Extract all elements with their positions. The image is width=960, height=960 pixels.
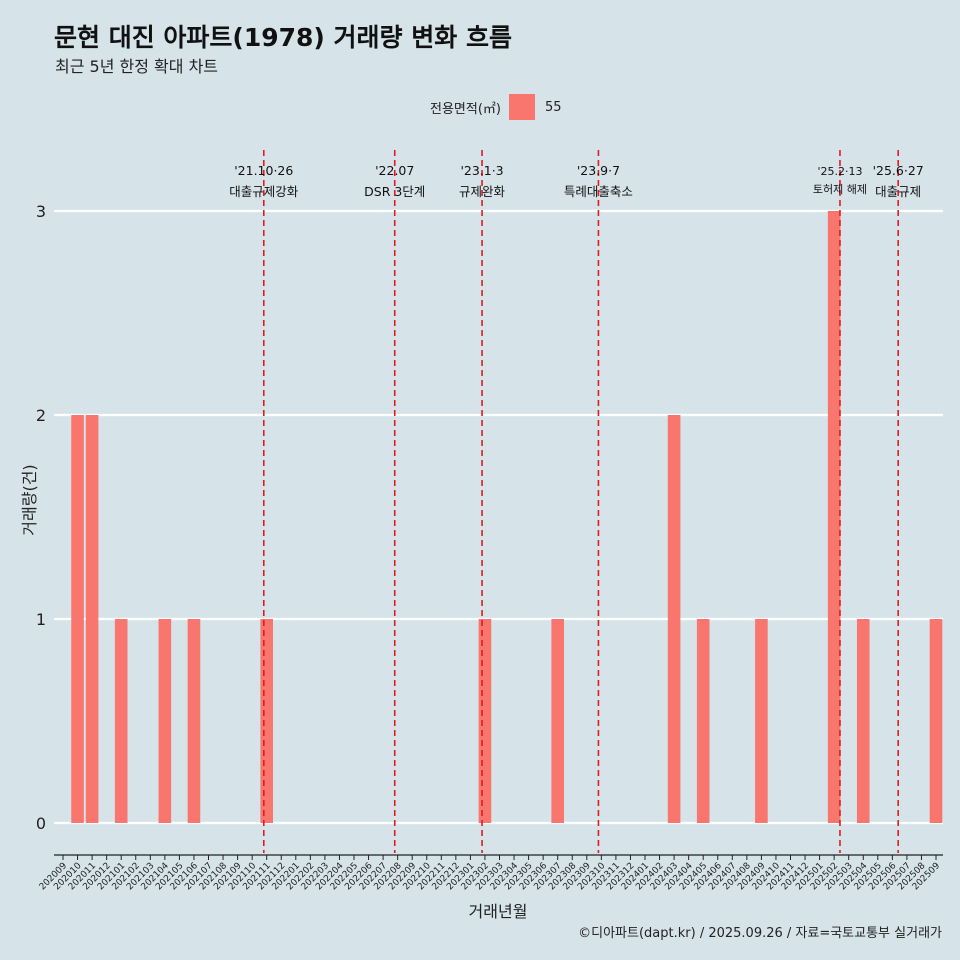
bar [755,619,768,823]
bar [187,619,201,823]
bar [667,415,681,823]
event-name-label: 대출규제 [875,184,921,199]
event-date-label: '22.07 [375,163,414,178]
bar [71,415,84,823]
event-date-label: '25.2·13 [817,165,862,178]
bar [85,415,99,823]
bar [827,211,841,823]
bar [114,619,128,823]
legend: 전용면적(㎡) 55 [430,94,562,120]
bar [260,619,273,823]
event-date-label: '25.6·27 [873,163,924,178]
bar [551,619,564,823]
bar [478,619,492,823]
event-date-label: '23.1·3 [460,163,503,178]
legend-swatch [508,94,535,120]
y-tick-label: 2 [36,406,46,425]
chart-title: 문현 대진 아파트(1978) 거래량 변화 흐름 [54,23,512,52]
event-name-label: 토허제 해제 [813,182,867,196]
bar [696,619,710,823]
source-caption: ©디아파트(dapt.kr) / 2025.09.26 / 자료=국토교통부 실… [578,926,942,941]
event-date-label: '21.10·26 [234,163,293,178]
bar [856,619,870,823]
bar [929,619,943,823]
event-name-label: 대출규제강화 [229,184,299,199]
legend-title: 전용면적(㎡) [430,101,501,117]
y-tick-label: 1 [36,610,46,629]
y-tick-label: 0 [36,814,46,833]
legend-entry: 55 [544,99,562,115]
event-name-label: 특례대출축소 [564,184,633,199]
x-axis-label: 거래년월 [468,902,528,921]
bar [158,619,172,823]
event-date-label: '23.9·7 [577,163,620,178]
event-name-label: DSR 3단계 [364,184,425,199]
event-name-label: 규제완화 [459,184,506,199]
chart-subtitle: 최근 5년 한정 확대 차트 [55,57,219,76]
y-tick-label: 3 [36,202,46,221]
